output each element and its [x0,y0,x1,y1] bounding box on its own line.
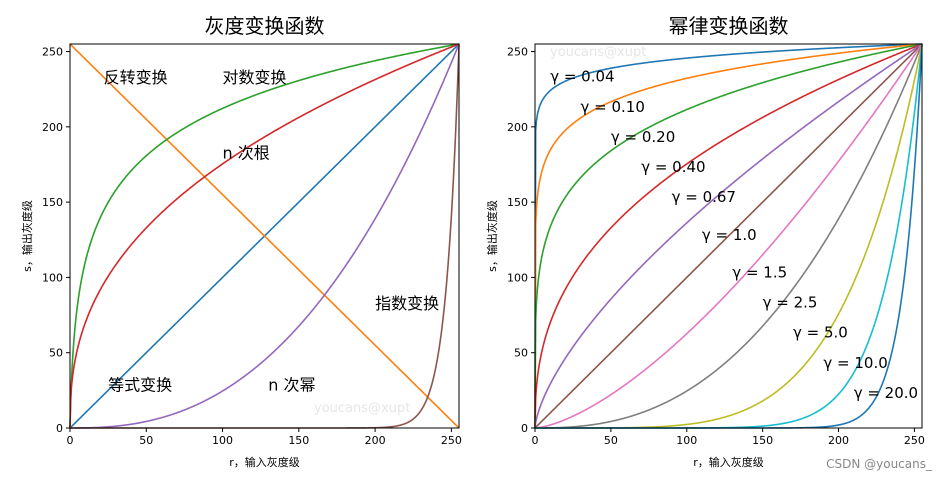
curve-annotation: 对数变换 [223,68,287,87]
series-line-4-n [69,43,460,429]
y-tick-label: 100 [507,271,528,284]
series-line-7-1.5 [534,43,923,429]
x-tick-label: 0 [532,434,539,447]
series-line-8-2.5 [535,43,923,429]
credit-label: CSDN @youcans_ [826,457,933,471]
curve-annotation: n 次幂 [268,375,315,394]
chart-title: 幂律变换函数 [669,14,789,38]
y-tick-label: 150 [42,196,63,209]
y-axis-label: s，输出灰度级 [20,200,34,272]
series-line-2 [69,43,460,429]
y-tick-label: 150 [507,196,528,209]
x-tick-label: 250 [441,434,462,447]
curve-annotation: γ = 1.5 [732,263,787,281]
x-tick-label: 200 [365,434,386,447]
x-axis-label: r，输入灰度级 [693,455,764,469]
y-tick-label: 50 [49,347,63,360]
y-tick-label: 200 [507,121,528,134]
y-tick-label: 0 [521,422,528,435]
series-line-3-0.20 [534,43,923,429]
series-line-5-0.67 [534,43,923,429]
y-tick-label: 100 [42,271,63,284]
curve-annotation: γ = 5.0 [793,324,848,342]
power-law-transform-panel: γ = 0.04 γ = 0.10 γ = 0.20 γ = 0.40 γ = 0.67… [485,14,925,469]
x-tick-label: 0 [67,434,74,447]
y-tick-label: 250 [507,46,528,59]
curve-annotation: γ = 0.40 [641,158,705,176]
series-line-5-n [70,43,460,429]
plot-frame [69,43,460,429]
x-tick-label: 200 [828,434,849,447]
x-axis-label: r，输入灰度级 [229,455,300,469]
series-line-2-0.10 [534,43,923,429]
curve-annotation: γ = 0.10 [581,98,645,116]
curve-annotation: 等式变换 [108,375,172,394]
y-tick-label: 0 [56,422,63,435]
curve-annotation: γ = 0.20 [611,128,675,146]
x-tick-label: 150 [288,434,309,447]
curve-annotation: 指数变换 [375,294,439,313]
chart-title: 灰度变换函数 [205,14,325,38]
curve-annotation: 反转变换 [104,68,168,87]
curve-annotation: n 次根 [223,143,270,162]
x-tick-label: 150 [752,434,773,447]
x-tick-label: 100 [212,434,233,447]
series-line-6-1.0 [534,43,923,429]
x-tick-label: 50 [604,434,618,447]
curve-annotation: γ = 0.67 [672,188,736,206]
curve-annotation: γ = 2.5 [763,294,818,312]
y-tick-label: 50 [514,347,528,360]
y-axis-label: s，输出灰度级 [485,200,499,272]
series-line-3 [69,43,460,429]
y-tick-label: 200 [42,121,63,134]
watermark: youcans@xupt [314,401,410,416]
plot-frame [534,43,923,429]
curve-annotation: γ = 0.04 [550,68,614,86]
series-line-1-0.04 [534,43,923,429]
curve-annotation: γ = 10.0 [823,354,887,372]
series-line-4-0.40 [534,43,923,429]
watermark: youcans@xupt [550,45,646,60]
x-tick-label: 100 [676,434,697,447]
y-tick-label: 250 [42,46,63,59]
curve-annotation: γ = 1.0 [702,226,757,244]
curve-annotation: γ = 20.0 [854,384,918,402]
x-tick-label: 250 [904,434,925,447]
x-tick-label: 50 [139,434,153,447]
